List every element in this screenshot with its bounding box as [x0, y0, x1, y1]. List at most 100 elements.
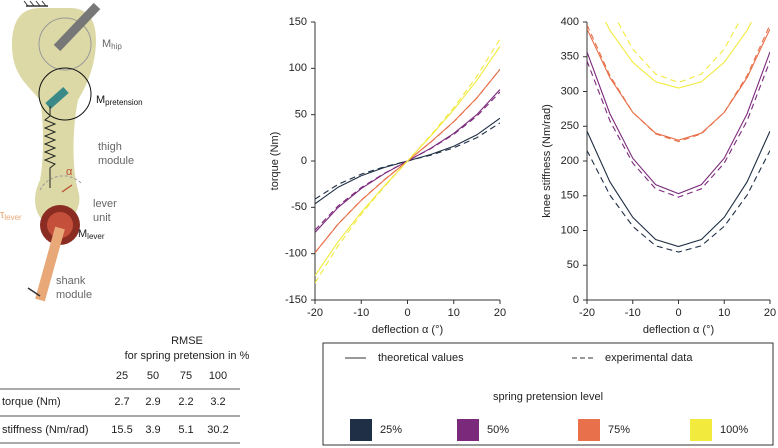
- label-sub: hip: [111, 42, 122, 51]
- y-tick-label: 50: [295, 109, 307, 121]
- legend-swatch: [578, 419, 600, 441]
- series-group: [587, 22, 770, 253]
- legend-swatch: [690, 419, 712, 441]
- label: module: [56, 289, 92, 301]
- series-line: [587, 60, 770, 198]
- y-tick-label: 0: [301, 155, 307, 167]
- table-header: 25: [116, 370, 128, 382]
- spring: [43, 106, 57, 188]
- table-cell: 15.5: [111, 424, 132, 436]
- legend-level-label: 100%: [720, 424, 748, 436]
- series-line: [605, 22, 752, 89]
- arc: [39, 175, 83, 191]
- y-tick-label: 200: [561, 155, 579, 167]
- x-axis-label: deflection α (°): [372, 324, 443, 336]
- x-tick-label: -10: [625, 307, 641, 319]
- table-header: 100: [209, 370, 227, 382]
- pretension-circle: [38, 67, 92, 121]
- legend-box: [322, 342, 774, 446]
- legend-title: spring pretension level: [493, 391, 603, 403]
- label: unit: [93, 212, 111, 224]
- pretension-link: [45, 87, 69, 109]
- label-sub: lever: [4, 213, 22, 222]
- legend-level-label: 25%: [380, 424, 402, 436]
- table-row-label: torque (Nm): [2, 396, 61, 408]
- shank-link: [35, 226, 65, 302]
- x-tick-label: 20: [494, 307, 506, 319]
- x-tick-label: -20: [307, 307, 323, 319]
- y-tick-label: 150: [289, 16, 307, 28]
- y-tick-label: -100: [285, 248, 307, 260]
- y-tick-label: 300: [561, 85, 579, 97]
- x-tick-label: 0: [675, 307, 681, 319]
- y-tick-label: 350: [561, 51, 579, 63]
- y-tick-label: -150: [285, 294, 307, 306]
- table-title: RMSE: [171, 335, 203, 347]
- label-tau-lever: τlever: [0, 209, 22, 222]
- label: M: [78, 228, 87, 240]
- y-tick-label: 100: [561, 224, 579, 236]
- hip-link: [53, 2, 101, 52]
- legend-label: experimental data: [605, 352, 693, 364]
- ground: [27, 287, 41, 297]
- series-line: [587, 28, 770, 141]
- label-sub: pretension: [105, 98, 142, 107]
- x-tick-label: 0: [404, 307, 410, 319]
- y-tick-label: 0: [573, 294, 579, 306]
- table-cell: 30.2: [207, 424, 228, 436]
- x-tick-label: 20: [764, 307, 776, 319]
- label: thigh: [98, 141, 122, 153]
- y-tick-label: 250: [561, 120, 579, 132]
- legend-level-label: 50%: [487, 424, 509, 436]
- label: M: [102, 38, 111, 50]
- label: shank: [56, 275, 86, 287]
- series-line: [315, 91, 500, 231]
- series-line: [587, 24, 770, 143]
- legend-swatch: [457, 419, 479, 441]
- x-tick-label: 10: [448, 307, 460, 319]
- alpha-arrow: [61, 184, 73, 193]
- table-cell: 2.2: [178, 396, 193, 408]
- hip-circle: [38, 17, 92, 71]
- label-alpha: α: [66, 166, 73, 178]
- table-subtitle: for spring pretension in %: [125, 350, 250, 362]
- legend-level-label: 75%: [608, 424, 630, 436]
- label-m-lever: Mlever: [78, 228, 105, 241]
- series-line: [315, 38, 500, 284]
- label-sub: lever: [87, 232, 105, 241]
- table-cell: 2.9: [145, 396, 160, 408]
- label: M: [96, 94, 105, 106]
- table-cell: 5.1: [178, 424, 193, 436]
- y-axis-label: knee stiffness (Nm/rad): [541, 104, 553, 218]
- series-line: [587, 150, 770, 253]
- series-line: [587, 51, 770, 195]
- x-tick-label: 10: [718, 307, 730, 319]
- table-cell: 3.2: [210, 396, 225, 408]
- lever-inner: [47, 212, 73, 238]
- legend-swatch: [350, 419, 372, 441]
- label: lever: [93, 198, 117, 210]
- y-tick-label: 50: [567, 259, 579, 271]
- label: module: [98, 155, 134, 167]
- diagram: Mhip Mpretension thigh module α τlever l…: [0, 0, 143, 302]
- label-m-hip: Mhip: [102, 38, 122, 51]
- hatch: [23, 0, 47, 7]
- table-header: 50: [147, 370, 159, 382]
- thigh-shape: [12, 8, 96, 226]
- series-line: [617, 22, 740, 84]
- y-axis-label: torque (Nm): [269, 132, 281, 191]
- x-tick-label: -10: [353, 307, 369, 319]
- table-header: 75: [180, 370, 192, 382]
- x-tick-label: -20: [579, 307, 595, 319]
- y-tick-label: -50: [291, 201, 307, 213]
- label: τ: [0, 209, 5, 221]
- label-m-pretension: Mpretension: [96, 94, 143, 107]
- table-cell: 2.7: [114, 396, 129, 408]
- y-tick-label: 100: [289, 62, 307, 74]
- legend-label: theoretical values: [378, 352, 464, 364]
- table-row-label: stiffness (Nm/rad): [2, 424, 89, 436]
- table-cell: 3.9: [145, 424, 160, 436]
- series-group: [315, 38, 500, 284]
- series-line: [587, 130, 770, 248]
